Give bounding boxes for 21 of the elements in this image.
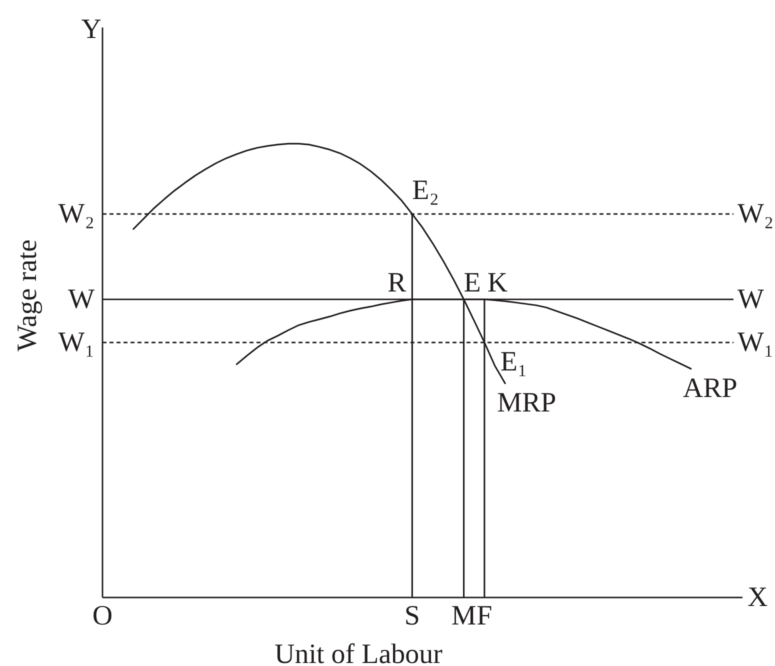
text: Y [81, 14, 102, 45]
x-tick-label: F [476, 600, 492, 632]
y-axis-title: Wage rate [12, 239, 43, 352]
ref-line-label: W [738, 284, 764, 315]
text: W [68, 284, 95, 315]
annotation: E₁ [500, 346, 528, 378]
x-tick-label: O [92, 600, 113, 632]
text: W₂ [58, 198, 95, 230]
series-label: ARP [682, 372, 738, 404]
series-label: MRP [497, 387, 556, 418]
ref-line-label: W₁ [738, 326, 774, 358]
x-axis-title: Unit of Labour [274, 639, 444, 666]
annotation: K [487, 267, 508, 298]
ref-line-label: W₂ [738, 198, 774, 230]
text: W₁ [58, 326, 95, 358]
annotation: R [388, 267, 406, 298]
x-tick-label: S [404, 600, 420, 632]
x-tick-label: M [451, 600, 476, 632]
annotation: E₂ [412, 175, 440, 206]
annotation: E [464, 267, 481, 298]
text: X [748, 582, 768, 613]
